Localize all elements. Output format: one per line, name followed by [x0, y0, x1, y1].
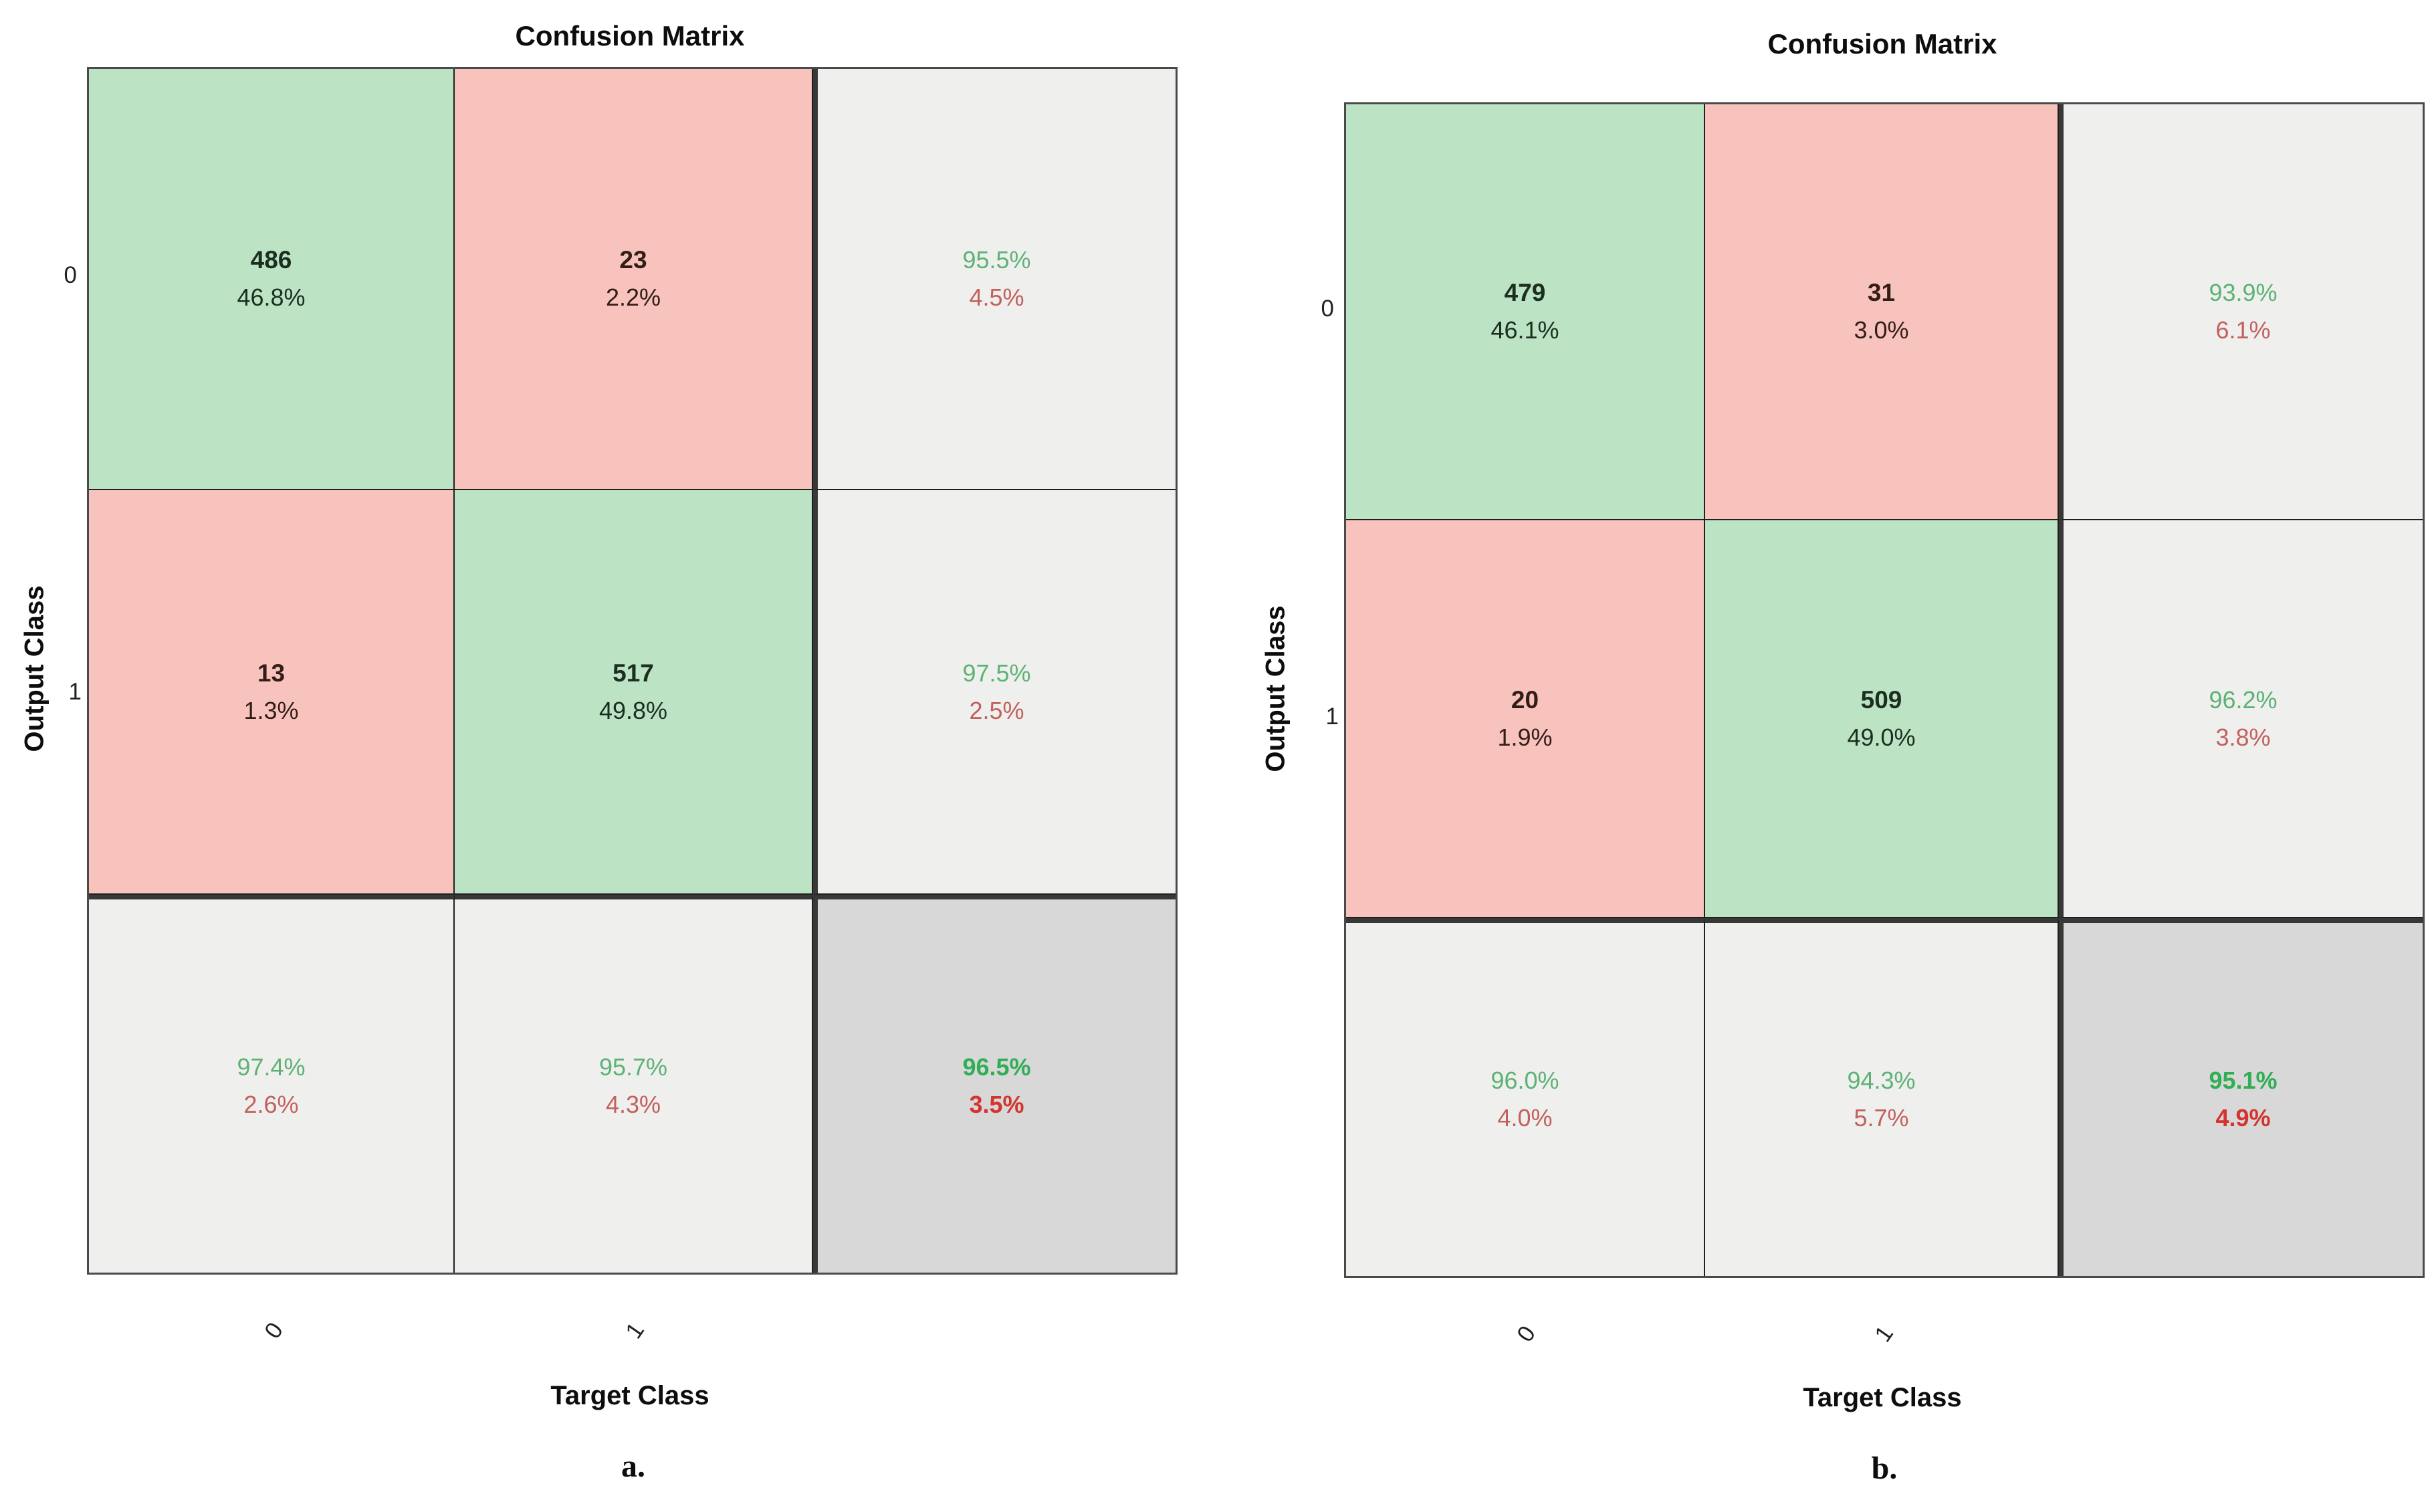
col-error: 4.0%	[1497, 1104, 1553, 1131]
cell-true-negative: 486 46.8%	[89, 69, 455, 490]
cell-false-positive: 20 1.9%	[1346, 520, 1705, 918]
col-accuracy: 95.7%	[598, 1053, 668, 1081]
cell-percent: 49.0%	[1847, 723, 1916, 751]
cell-count: 23	[619, 246, 647, 274]
row-error: 2.5%	[969, 696, 1024, 724]
overall-summary: 95.1% 4.9%	[2059, 918, 2423, 1276]
confusion-matrix-grid: 486 46.8% 23 2.2% 95.5% 4.5% 13 1.3% 517…	[87, 67, 1178, 1275]
col-accuracy: 94.3%	[1847, 1067, 1916, 1094]
x-tick-1: 1	[1870, 1321, 1899, 1347]
y-tick-1: 1	[68, 679, 82, 705]
y-tick-0: 0	[1321, 296, 1334, 322]
cell-count: 486	[250, 246, 292, 274]
x-axis-label: Target Class	[550, 1381, 709, 1410]
row-accuracy: 97.5%	[962, 659, 1031, 687]
cell-percent: 46.8%	[237, 284, 306, 311]
cell-percent: 2.2%	[605, 284, 661, 311]
cell-false-positive: 13 1.3%	[89, 490, 455, 895]
cell-count: 517	[613, 659, 654, 687]
y-axis-label: Output Class	[19, 585, 49, 752]
x-tick-0: 0	[1512, 1321, 1541, 1347]
cell-percent: 3.0%	[1854, 316, 1909, 344]
row-0-summary: 95.5% 4.5%	[813, 69, 1176, 490]
row-1-summary: 96.2% 3.8%	[2059, 520, 2423, 918]
col-0-summary: 96.0% 4.0%	[1346, 918, 1705, 1276]
subfigure-caption-a: a.	[621, 1448, 645, 1484]
row-accuracy: 96.2%	[2209, 685, 2278, 714]
cell-false-negative: 31 3.0%	[1705, 104, 2059, 520]
row-error: 6.1%	[2215, 316, 2271, 344]
cell-percent: 46.1%	[1490, 316, 1559, 344]
cell-percent: 1.3%	[243, 696, 299, 724]
cell-count: 20	[1511, 685, 1539, 714]
col-error: 2.6%	[243, 1091, 299, 1118]
cell-percent: 1.9%	[1497, 723, 1553, 751]
cell-true-positive: 517 49.8%	[455, 490, 813, 895]
row-error: 4.5%	[969, 284, 1024, 311]
y-axis-label: Output Class	[1260, 605, 1291, 772]
row-0-summary: 93.9% 6.1%	[2059, 104, 2423, 520]
col-1-summary: 95.7% 4.3%	[455, 895, 813, 1273]
overall-accuracy: 96.5%	[962, 1053, 1031, 1081]
chart-title: Confusion Matrix	[515, 20, 745, 51]
cell-true-positive: 509 49.0%	[1705, 520, 2059, 918]
x-tick-0: 0	[259, 1317, 289, 1343]
col-error: 5.7%	[1854, 1104, 1909, 1131]
cell-false-negative: 23 2.2%	[455, 69, 813, 490]
row-1-summary: 97.5% 2.5%	[813, 490, 1176, 895]
col-error: 4.3%	[605, 1091, 661, 1118]
cell-count: 31	[1867, 279, 1896, 306]
row-accuracy: 95.5%	[962, 246, 1031, 274]
col-accuracy: 97.4%	[237, 1053, 306, 1081]
overall-summary: 96.5% 3.5%	[813, 895, 1176, 1273]
col-1-summary: 94.3% 5.7%	[1705, 918, 2059, 1276]
cell-percent: 49.8%	[598, 696, 668, 724]
row-accuracy: 93.9%	[2209, 279, 2278, 306]
overall-error: 4.9%	[2215, 1104, 2271, 1131]
x-tick-1: 1	[621, 1317, 650, 1343]
row-error: 3.8%	[2215, 723, 2271, 751]
overall-error: 3.5%	[969, 1091, 1024, 1118]
cell-count: 13	[257, 659, 286, 687]
chart-title: Confusion Matrix	[1767, 28, 1997, 60]
col-0-summary: 97.4% 2.6%	[89, 895, 455, 1273]
cell-count: 479	[1504, 279, 1546, 306]
cell-count: 509	[1860, 685, 1902, 714]
y-tick-0: 0	[64, 262, 77, 288]
subfigure-caption-b: b.	[1871, 1450, 1898, 1486]
y-tick-1: 1	[1325, 704, 1339, 730]
col-accuracy: 96.0%	[1490, 1067, 1559, 1094]
overall-accuracy: 95.1%	[2209, 1067, 2278, 1094]
confusion-matrix-grid: 479 46.1% 31 3.0% 93.9% 6.1% 20 1.9% 509…	[1344, 102, 2425, 1278]
x-axis-label: Target Class	[1803, 1383, 1962, 1412]
cell-true-negative: 479 46.1%	[1346, 104, 1705, 520]
